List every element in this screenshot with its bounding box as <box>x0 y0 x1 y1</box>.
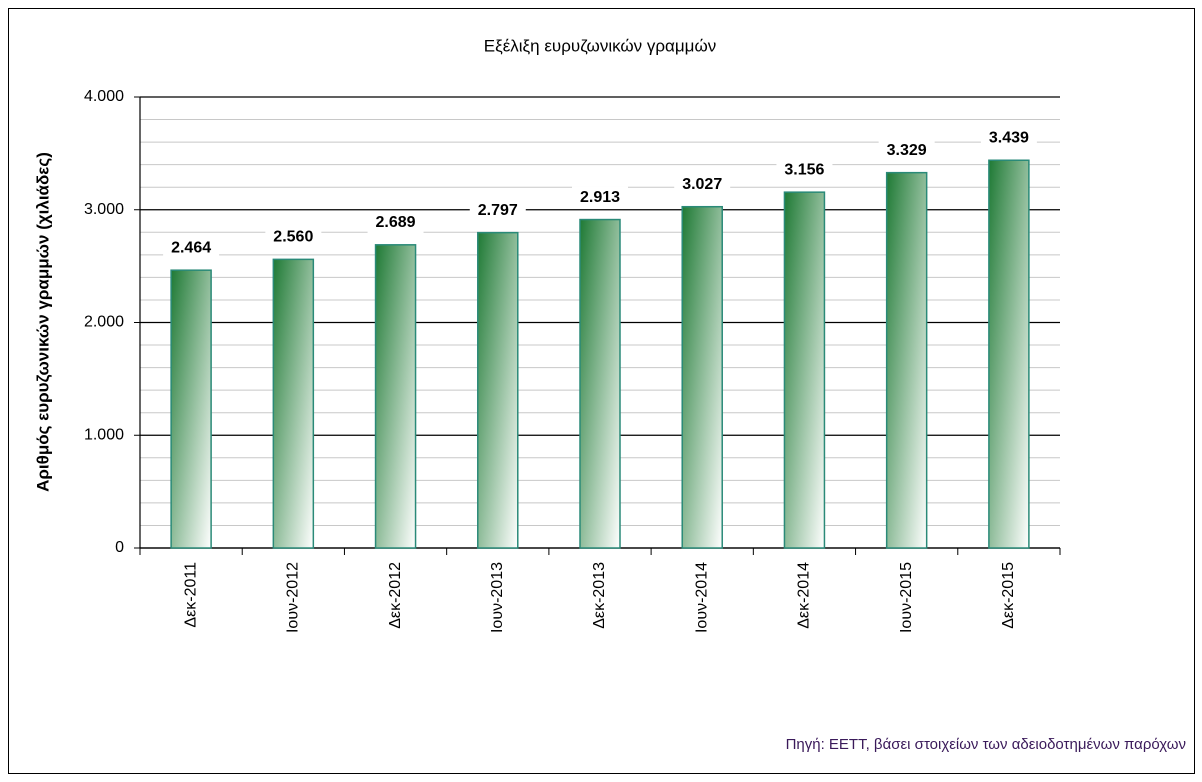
value-label: 3.156 <box>784 161 824 178</box>
value-label: 2.797 <box>478 202 518 219</box>
source-note: Πηγή: ΕΕΤΤ, βάσει στοιχείων των αδειοδοτ… <box>786 736 1186 753</box>
x-tick-label: Δεκ-2011 <box>182 562 199 628</box>
value-label-bg <box>469 199 526 222</box>
bar <box>477 231 519 549</box>
x-tick-label: Ιουν-2012 <box>285 562 302 633</box>
x-tick-label: Δεκ-2015 <box>1000 562 1017 629</box>
bar <box>783 191 826 549</box>
value-label: 2.560 <box>273 229 313 246</box>
value-label-bg <box>367 211 424 234</box>
value-label: 2.689 <box>376 214 416 231</box>
chart-title: Εξέλιξη ευρυζωνικών γραμμών <box>484 36 717 55</box>
bar <box>272 258 315 549</box>
x-tick-label: Ιουν-2015 <box>898 562 915 633</box>
bar <box>681 205 723 549</box>
value-label-bg <box>980 127 1037 150</box>
y-tick-label: 3.000 <box>84 201 124 218</box>
value-label-bg <box>572 186 628 209</box>
value-label: 2.464 <box>171 239 211 256</box>
value-label: 2.913 <box>580 189 620 206</box>
bar <box>374 244 417 549</box>
value-label-bg <box>878 139 935 162</box>
y-tick-label: 1.000 <box>84 426 124 443</box>
x-tick-label: Δεκ-2013 <box>591 562 608 629</box>
value-label: 3.439 <box>989 129 1029 146</box>
y-axis-label: Αριθμός ευρυζωνικών γραμμών (χιλιάδες) <box>33 152 52 492</box>
bar <box>988 159 1030 549</box>
x-tick-label: Ιουν-2013 <box>489 562 506 633</box>
value-label: 3.329 <box>887 142 927 159</box>
bar <box>579 218 621 549</box>
y-tick-label: 2.000 <box>84 314 124 331</box>
value-label-bg <box>674 173 731 196</box>
value-label-bg <box>776 159 833 182</box>
y-tick-label: 4.000 <box>84 88 124 105</box>
value-label-bg <box>163 237 220 260</box>
bar <box>885 171 928 549</box>
x-tick-label: Δεκ-2012 <box>387 562 404 629</box>
value-label: 3.027 <box>682 176 722 193</box>
y-tick-label: 0 <box>115 539 124 556</box>
x-tick-label: Δεκ-2014 <box>796 562 813 629</box>
value-label-bg <box>265 226 322 249</box>
x-tick-label: Ιουν-2014 <box>693 562 710 633</box>
bar <box>170 269 212 549</box>
